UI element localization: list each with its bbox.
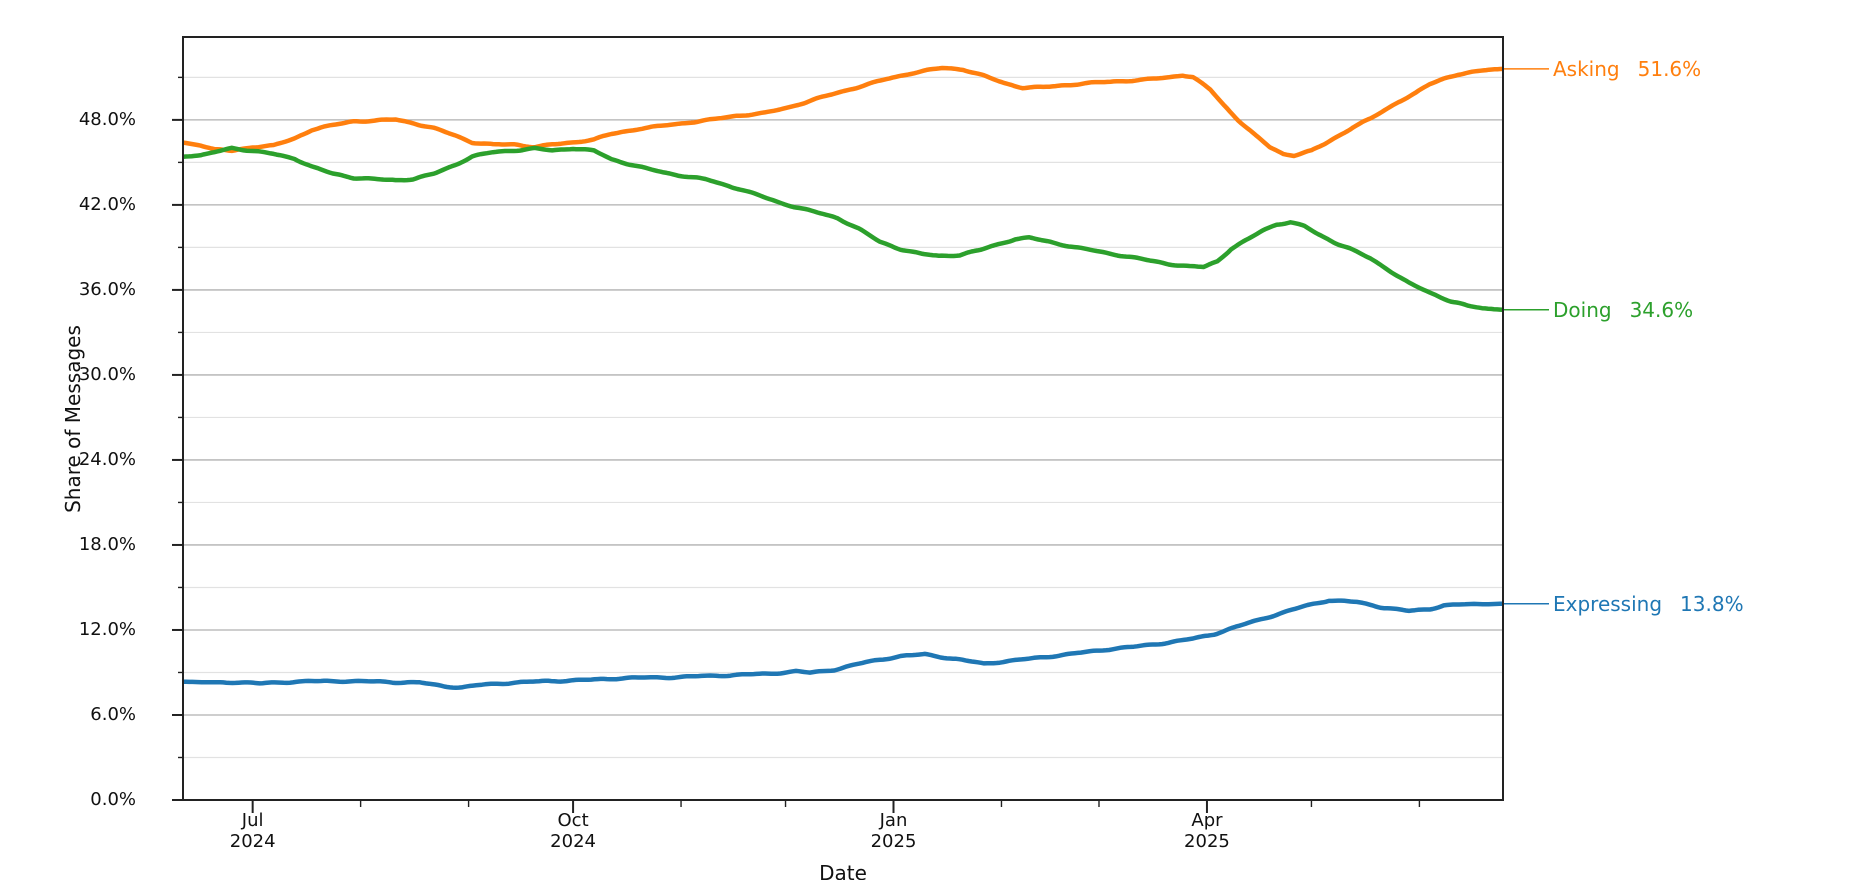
y-tick-label: 12.0%: [78, 618, 136, 640]
series-label-asking: Asking 51.6%: [1553, 55, 1701, 83]
x-tick-label: Oct 2024: [503, 810, 643, 852]
series-name-asking: Asking: [1553, 56, 1620, 81]
x-axis-title: Date: [819, 861, 867, 880]
series-line-expressing: [183, 598, 1503, 690]
x-tick-year: 2025: [1184, 831, 1230, 852]
y-tick-label: 6.0%: [90, 703, 136, 725]
series-name-doing: Doing: [1553, 297, 1612, 322]
x-tick-label: Apr 2025: [1137, 810, 1277, 852]
series-value-expressing: 13.8%: [1680, 591, 1744, 616]
series-line-asking: [183, 65, 1503, 159]
x-tick-label: Jul 2024: [183, 810, 323, 852]
x-tick-month: Oct: [557, 810, 589, 831]
x-tick-month: Jul: [241, 810, 264, 831]
y-tick-label: 36.0%: [78, 278, 136, 300]
x-tick-year: 2025: [870, 831, 917, 852]
series-label-expressing: Expressing 13.8%: [1553, 590, 1744, 618]
series-line-doing: [183, 145, 1503, 313]
y-axis-title: Share of Messages: [61, 325, 85, 513]
y-tick-label: 48.0%: [78, 108, 136, 130]
y-tick-label: 24.0%: [78, 448, 136, 470]
x-tick-year: 2024: [550, 831, 596, 852]
x-tick-year: 2024: [229, 831, 276, 852]
y-tick-label: 30.0%: [78, 363, 136, 385]
series-value-asking: 51.6%: [1637, 56, 1702, 81]
x-tick-month: Jan: [879, 810, 908, 831]
plot-border: [182, 36, 1504, 801]
series-value-doing: 34.6%: [1629, 297, 1694, 322]
y-tick-label: 42.0%: [78, 193, 136, 215]
series-label-doing: Doing 34.6%: [1553, 296, 1693, 324]
y-tick-label: 0.0%: [90, 789, 136, 810]
y-tick-label: 18.0%: [78, 533, 136, 555]
series-name-expressing: Expressing: [1553, 591, 1663, 616]
x-tick-label: Jan 2025: [824, 810, 964, 852]
x-tick-month: Apr: [1191, 810, 1223, 831]
